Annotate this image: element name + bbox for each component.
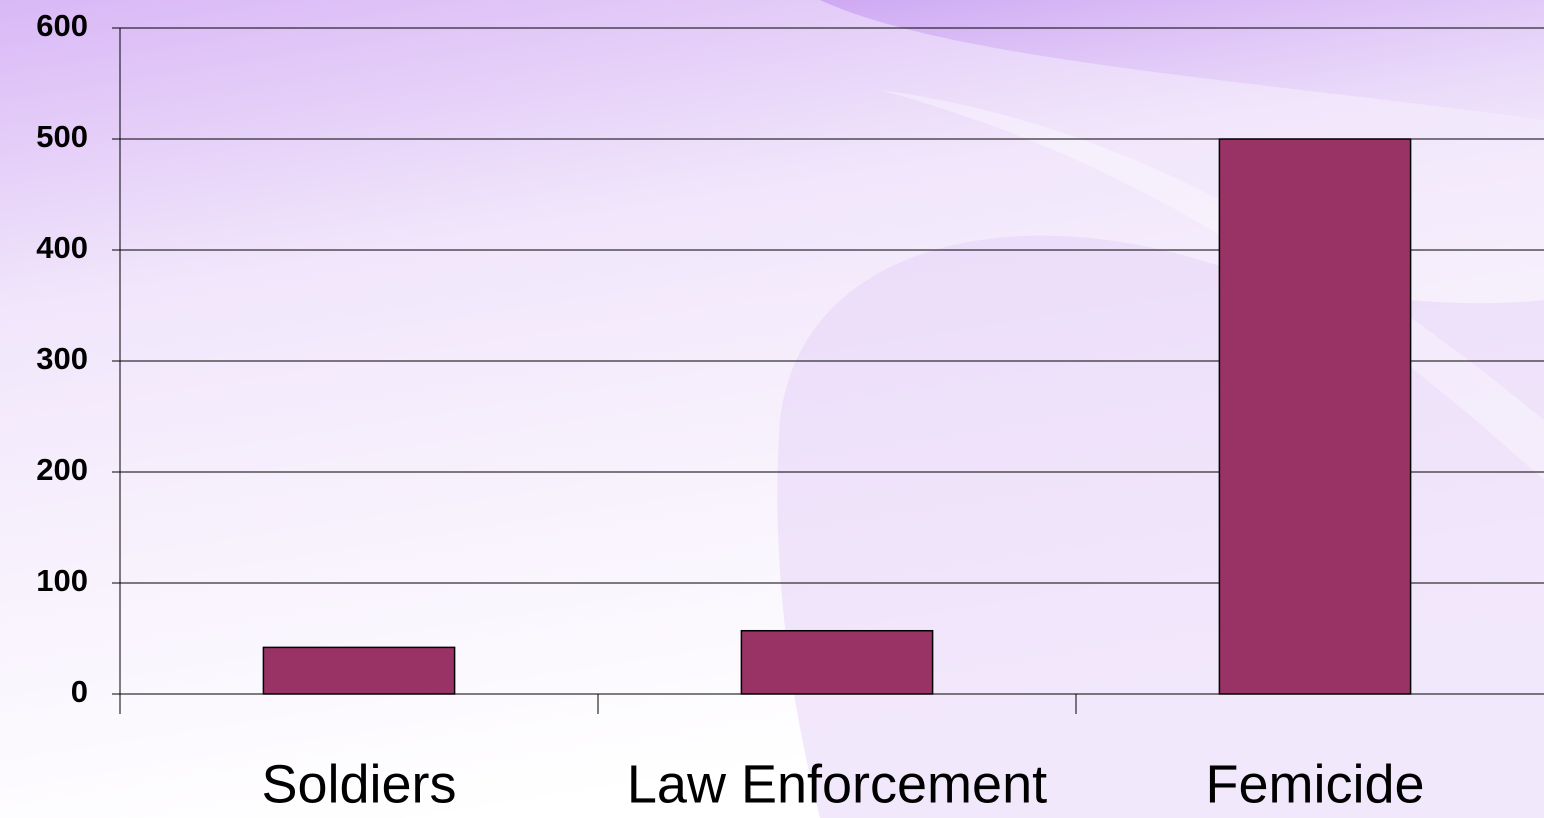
decoration <box>777 235 1544 818</box>
x-tick-label: Femicide <box>1205 754 1424 814</box>
x-tick-label: Soldiers <box>261 754 456 814</box>
bar <box>262 646 456 695</box>
decoration <box>820 0 1544 120</box>
bar <box>740 629 934 695</box>
y-tick-label: 400 <box>36 230 88 265</box>
y-tick-label: 0 <box>71 674 88 709</box>
x-tick-label: Law Enforcement <box>627 754 1047 814</box>
bar <box>1218 138 1412 695</box>
y-tick-label: 300 <box>36 341 88 376</box>
y-tick-label: 100 <box>36 563 88 598</box>
y-tick-label: 600 <box>36 8 88 43</box>
y-tick-label: 200 <box>36 452 88 487</box>
y-tick-label: 500 <box>36 119 88 154</box>
